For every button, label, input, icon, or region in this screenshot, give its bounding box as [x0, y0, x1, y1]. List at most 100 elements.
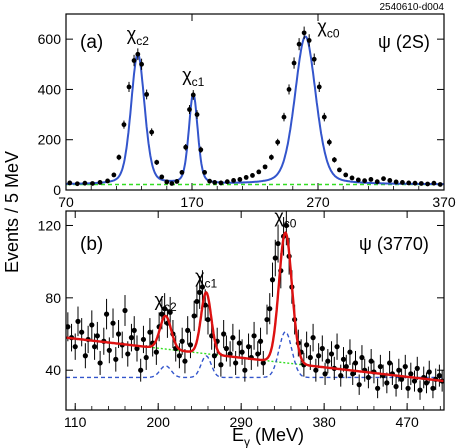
data-point — [198, 147, 204, 153]
data-point — [90, 181, 95, 186]
data-point — [368, 358, 374, 364]
data-point — [316, 84, 322, 90]
panel-a-state: ψ (2S) — [378, 32, 430, 52]
data-point — [269, 277, 276, 283]
data-point — [194, 112, 200, 117]
x-tick-label: 370 — [432, 194, 456, 210]
panel-a-data-points — [67, 26, 443, 187]
data-point — [97, 360, 103, 366]
data-point — [425, 181, 431, 187]
data-point — [103, 311, 110, 317]
data-point — [72, 344, 78, 350]
data-point — [256, 169, 262, 175]
data-point — [359, 354, 365, 361]
data-point — [131, 327, 137, 333]
data-point — [321, 114, 327, 120]
data-point — [408, 371, 414, 377]
peak-label-subscript: c0 — [284, 217, 297, 231]
data-point — [418, 181, 424, 186]
data-point — [131, 58, 137, 63]
peak-label-subscript: c2 — [136, 34, 149, 48]
data-point — [243, 175, 249, 180]
data-point — [153, 349, 159, 355]
y-tick-label: 400 — [38, 81, 62, 97]
data-point — [233, 360, 239, 366]
x-tick-label: 170 — [180, 194, 204, 210]
y-tick-label: 600 — [38, 31, 62, 47]
data-point — [375, 385, 381, 391]
data-point — [426, 369, 432, 375]
data-point — [111, 172, 117, 178]
data-point — [179, 338, 185, 344]
data-point — [393, 179, 399, 185]
data-point — [377, 363, 383, 370]
data-point — [322, 371, 328, 377]
data-point — [176, 353, 182, 359]
peak-label-symbol: χ — [182, 65, 192, 85]
data-point — [334, 344, 340, 350]
data-point — [105, 178, 110, 184]
data-point — [301, 30, 307, 36]
data-point — [190, 92, 196, 98]
y-tick-label: 40 — [45, 362, 61, 378]
peak-label-symbol: χ — [155, 290, 165, 310]
data-point — [223, 345, 230, 352]
data-point — [250, 173, 255, 178]
data-point — [296, 41, 302, 47]
data-point — [169, 181, 175, 186]
panel-b-state: ψ (3770) — [359, 234, 429, 254]
data-point — [218, 180, 224, 186]
data-point — [144, 92, 150, 97]
y-tick-label: 0 — [53, 182, 61, 198]
data-point — [236, 340, 242, 346]
y-tick-label: 120 — [38, 217, 62, 233]
data-point — [275, 240, 281, 247]
peak-label-c1: χc1 — [195, 266, 217, 290]
peak-label-subscript: c2 — [164, 300, 177, 314]
data-point — [291, 60, 297, 66]
data-point — [212, 180, 218, 185]
data-point — [262, 164, 268, 170]
data-point — [267, 306, 273, 312]
peak-label-symbol: χ — [317, 17, 327, 37]
data-point — [331, 157, 337, 163]
data-point — [122, 307, 128, 314]
data-point — [143, 354, 149, 361]
data-point — [179, 170, 185, 175]
figure-code: 2540610-d004 — [379, 2, 444, 13]
data-point — [387, 360, 393, 366]
data-point — [121, 122, 127, 128]
data-point — [218, 362, 224, 368]
panel-b-signal-fit — [66, 331, 444, 379]
data-point — [368, 177, 374, 182]
data-point — [135, 51, 141, 57]
peak-label-c2: χc2 — [127, 24, 149, 48]
data-point — [75, 318, 81, 324]
x-axis-label: Eγ (MeV) — [232, 425, 304, 448]
data-point — [436, 373, 442, 379]
x-tick-label: 270 — [306, 194, 330, 210]
peak-label-c0: χc0 — [317, 17, 339, 41]
data-point — [134, 345, 140, 352]
data-point — [237, 177, 243, 182]
panel-a-frame — [65, 13, 445, 191]
data-point — [268, 154, 274, 160]
data-point — [400, 180, 405, 185]
data-point — [197, 289, 203, 296]
panel-a-label: (a) — [80, 32, 103, 53]
data-point — [110, 320, 116, 326]
x-axis-label-unit: (MeV) — [250, 425, 304, 445]
panel-a-total-fit — [66, 35, 444, 186]
peak-label-c0: χc0 — [274, 207, 296, 231]
x-tick-label: 470 — [395, 414, 419, 430]
data-point — [350, 371, 356, 377]
data-point — [205, 316, 211, 323]
data-point — [194, 298, 200, 305]
data-point — [398, 376, 405, 382]
peak-label-subscript: c1 — [205, 276, 218, 290]
panel-b-frame — [65, 210, 445, 411]
peak-label-subscript: c0 — [327, 27, 340, 41]
